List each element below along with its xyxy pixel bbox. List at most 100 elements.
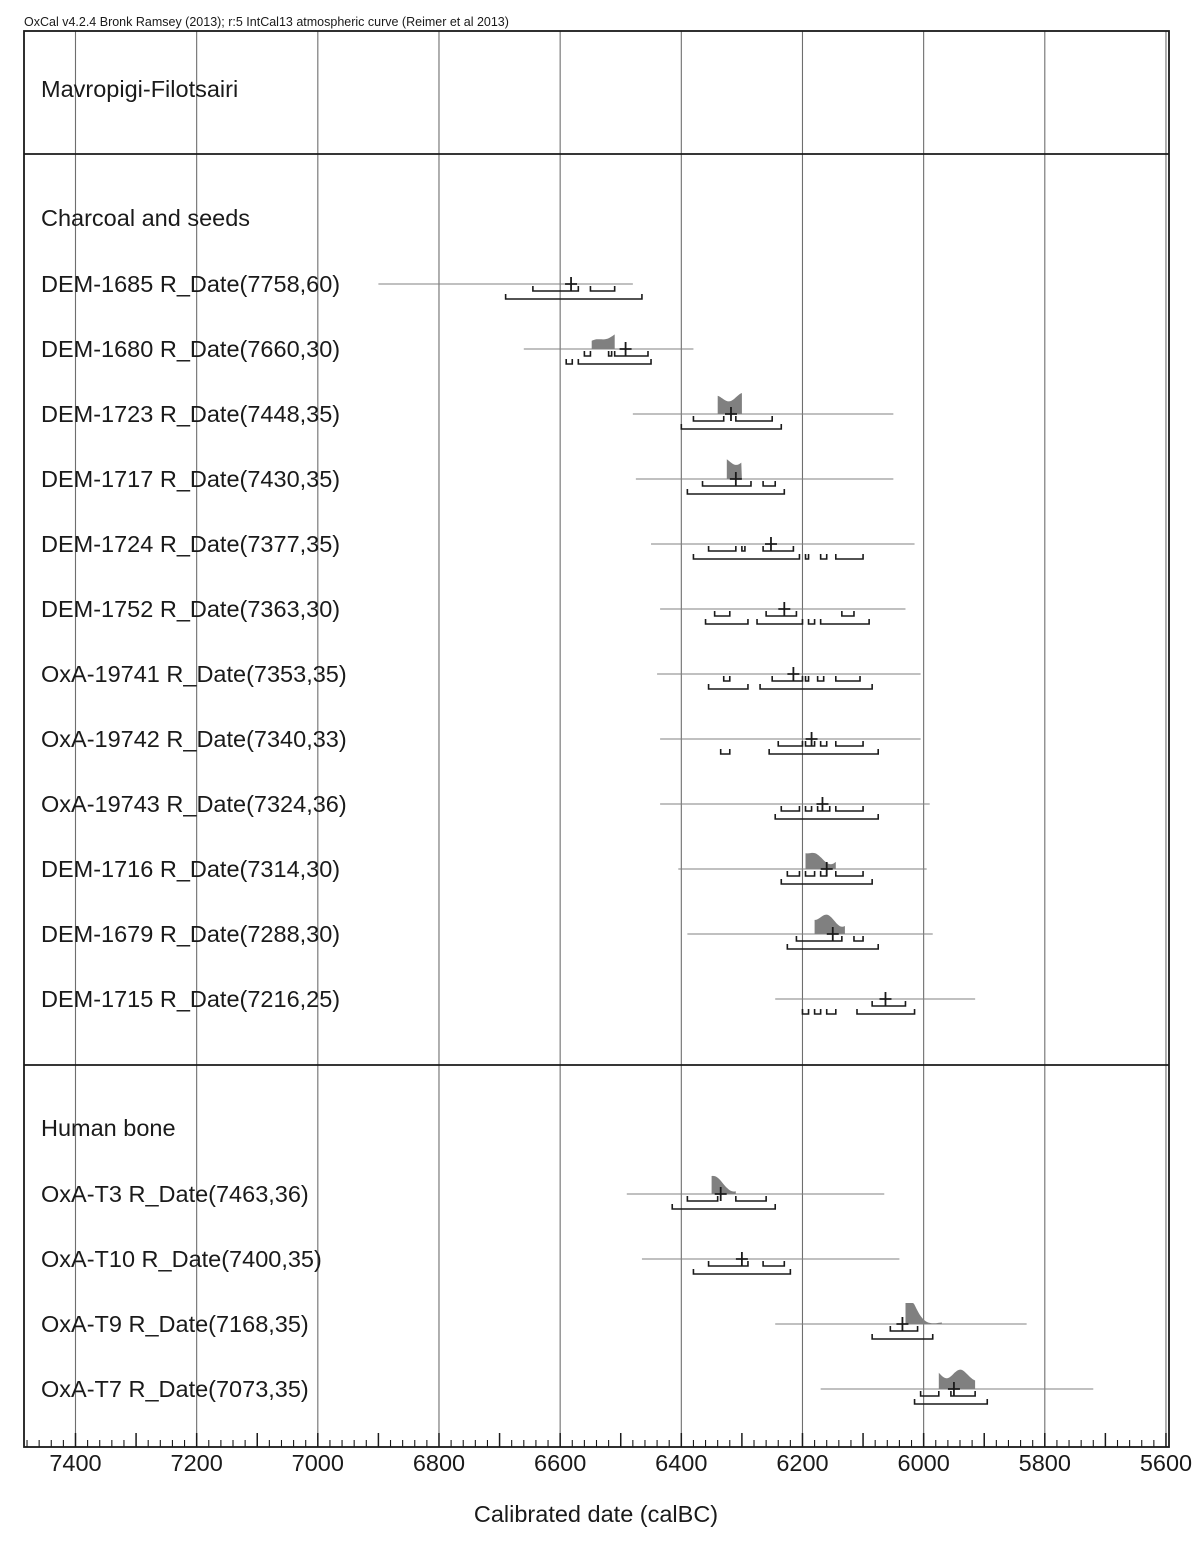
range-68-bracket xyxy=(804,806,813,812)
mean-marker xyxy=(820,862,833,876)
range-68-bracket xyxy=(692,416,725,422)
probability-distribution xyxy=(938,1369,976,1389)
date-label: OxA-19743 R_Date(7324,36) xyxy=(41,791,347,817)
range-68-bracket xyxy=(804,741,816,747)
range-68-bracket xyxy=(795,936,843,942)
group-label: Charcoal and seeds xyxy=(41,205,250,231)
range-68-bracket xyxy=(532,286,580,292)
x-tick-label: 6000 xyxy=(898,1450,950,1476)
date-label: DEM-1680 R_Date(7660,30) xyxy=(41,336,340,362)
x-tick-label: 6800 xyxy=(413,1450,465,1476)
range-95-bracket xyxy=(692,554,801,560)
range-95-bracket xyxy=(719,749,731,755)
range-95-bracket xyxy=(834,554,864,560)
probability-distribution xyxy=(805,852,836,869)
mean-marker xyxy=(714,1187,727,1201)
x-tick-label: 6200 xyxy=(776,1450,828,1476)
probability-distribution xyxy=(717,393,742,414)
date-labels: DEM-1685 R_Date(7758,60) DEM-1680 R_Date(… xyxy=(41,271,347,1402)
date-label: OxA-T3 R_Date(7463,36) xyxy=(41,1181,309,1207)
range-68-bracket xyxy=(834,806,864,812)
range-68-bracket xyxy=(780,806,801,812)
range-68-bracket xyxy=(701,481,752,487)
range-95-bracket xyxy=(819,619,870,625)
range-68-bracket xyxy=(919,1391,940,1397)
date-label: OxA-T10 R_Date(7400,35) xyxy=(41,1246,322,1272)
range-95-bracket xyxy=(565,359,574,365)
range-95-bracket xyxy=(577,359,652,365)
range-68-bracket xyxy=(762,481,777,487)
range-68-bracket xyxy=(816,676,825,682)
range-68-bracket xyxy=(771,676,804,682)
range-68-bracket xyxy=(889,1326,919,1332)
range-68-bracket xyxy=(853,936,864,942)
mean-marker xyxy=(565,277,578,291)
range-68-bracket xyxy=(707,546,737,552)
range-95-bracket xyxy=(801,1009,810,1015)
x-tick-label: 5800 xyxy=(1019,1450,1071,1476)
mean-marker xyxy=(947,1382,960,1396)
date-label: DEM-1752 R_Date(7363,30) xyxy=(41,596,340,622)
date-label: OxA-T9 R_Date(7168,35) xyxy=(41,1311,309,1337)
range-68-bracket xyxy=(607,351,613,357)
date-label: OxA-19741 R_Date(7353,35) xyxy=(41,661,347,687)
range-95-bracket xyxy=(774,814,880,820)
range-68-bracket xyxy=(589,286,616,292)
range-68-bracket xyxy=(613,351,649,357)
range-95-bracket xyxy=(707,684,749,690)
date-label: DEM-1715 R_Date(7216,25) xyxy=(41,986,340,1012)
range-95-bracket xyxy=(856,1009,916,1015)
mean-marker xyxy=(729,472,742,486)
range-68-bracket xyxy=(950,1391,976,1397)
mean-marker xyxy=(619,342,632,356)
range-95-bracket xyxy=(671,1204,777,1210)
date-label: OxA-19742 R_Date(7340,33) xyxy=(41,726,347,752)
range-95-bracket xyxy=(759,684,873,690)
mean-marker xyxy=(778,602,791,616)
range-68-bracket xyxy=(804,676,810,682)
range-68-bracket xyxy=(713,611,731,617)
range-68-bracket xyxy=(834,741,864,747)
range-95-bracket xyxy=(804,554,810,560)
range-95-bracket xyxy=(686,489,786,495)
range-68-bracket xyxy=(741,546,746,552)
software-credit: OxCal v4.2.4 Bronk Ramsey (2013); r:5 In… xyxy=(24,15,509,29)
range-95-bracket xyxy=(504,294,643,300)
range-68-bracket xyxy=(804,871,816,877)
range-68-bracket xyxy=(834,871,864,877)
range-68-bracket xyxy=(816,806,831,812)
range-68-bracket xyxy=(841,611,855,617)
range-68-bracket xyxy=(762,1261,786,1267)
range-68-bracket xyxy=(735,416,773,422)
mean-marker xyxy=(764,537,777,551)
range-68-bracket xyxy=(686,1196,719,1202)
range-95-bracket xyxy=(692,1269,792,1275)
range-68-bracket xyxy=(722,676,731,682)
probability-distribution xyxy=(726,459,742,479)
range-95-bracket xyxy=(825,1009,837,1015)
range-68-bracket xyxy=(777,741,804,747)
x-tick-label: 6600 xyxy=(534,1450,586,1476)
date-label: OxA-T7 R_Date(7073,35) xyxy=(41,1376,309,1402)
range-95-bracket xyxy=(807,619,816,625)
mean-marker xyxy=(879,992,892,1006)
mean-marker xyxy=(816,797,829,811)
mean-marker xyxy=(724,407,737,421)
date-label: DEM-1724 R_Date(7377,35) xyxy=(41,531,340,557)
range-95-bracket xyxy=(913,1399,989,1405)
date-label: DEM-1679 R_Date(7288,30) xyxy=(41,921,340,947)
x-tick-label: 5600 xyxy=(1140,1450,1192,1476)
mean-marker xyxy=(826,927,839,941)
range-68-bracket xyxy=(735,1196,767,1202)
x-tick-label: 7000 xyxy=(292,1450,344,1476)
probability-distribution xyxy=(905,1303,942,1324)
group-label: Human bone xyxy=(41,1115,176,1141)
x-tick-label: 6400 xyxy=(655,1450,707,1476)
range-95-bracket xyxy=(704,619,749,625)
probability-distribution xyxy=(591,334,615,349)
range-68-bracket xyxy=(786,871,801,877)
range-95-bracket xyxy=(871,1334,934,1340)
range-68-bracket xyxy=(819,871,828,877)
range-68-bracket xyxy=(765,611,798,617)
